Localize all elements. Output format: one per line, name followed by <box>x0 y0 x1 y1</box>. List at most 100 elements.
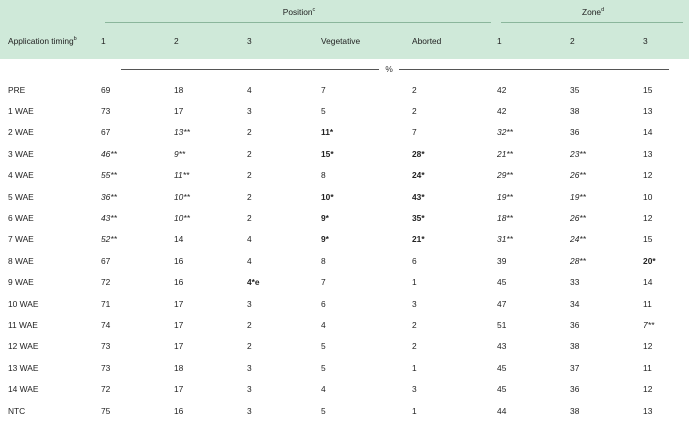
row-label: 5 WAE <box>8 191 34 202</box>
table-cell: 36 <box>570 319 580 330</box>
table-row: 2 WAE 67 13** 2 11* 7 32** 36 14 <box>0 122 689 143</box>
table-cell: 17 <box>174 341 184 352</box>
row-label: 11 WAE <box>8 319 38 330</box>
table-cell: 14 <box>643 127 653 138</box>
table-cell: 3 <box>247 384 252 395</box>
table-cell: 12 <box>643 213 653 224</box>
table-cell: 45 <box>497 362 507 373</box>
column-header: Aborted <box>412 36 442 46</box>
table-cell: 14 <box>643 277 653 288</box>
table-cell: 24* <box>412 170 425 181</box>
unit-left-rule <box>120 69 379 71</box>
table-cell: 38 <box>570 341 580 352</box>
table-cell: 10* <box>321 191 334 202</box>
table-cell: 7** <box>643 319 655 330</box>
application-timing-label: Application timing <box>8 36 74 46</box>
table-cell: 13 <box>643 106 653 117</box>
table-cell: 15 <box>643 234 653 245</box>
table-cell: 3 <box>247 362 252 373</box>
position-group-rule <box>105 22 492 23</box>
table-cell: 2 <box>247 170 252 181</box>
table-cell: 13 <box>643 405 653 416</box>
unit-right-rule <box>399 69 670 71</box>
table-cell: 11* <box>321 127 334 138</box>
table-cell: 28* <box>412 148 425 159</box>
table-cell: 17 <box>174 106 184 117</box>
table-cell: 44 <box>497 405 507 416</box>
table-cell: 19** <box>570 191 586 202</box>
table-body: % <box>0 59 689 79</box>
table-cell: 18 <box>174 362 184 373</box>
table-cell: 33 <box>570 277 580 288</box>
table-cell: 42 <box>497 106 507 117</box>
table-cell: 32** <box>497 127 513 138</box>
table-cell: 19** <box>497 191 513 202</box>
table-cell: 7 <box>321 84 326 95</box>
row-label: 8 WAE <box>8 255 34 266</box>
table-cell: 46** <box>101 148 117 159</box>
table-cell: 3 <box>412 384 417 395</box>
table-cell: 20* <box>643 255 656 266</box>
table-cell: 43 <box>497 341 507 352</box>
table-cell: 10** <box>174 213 190 224</box>
unit-row: % <box>0 59 689 79</box>
table-cell: 4 <box>247 234 252 245</box>
table-row: 3 WAE 46** 9** 2 15* 28* 21** 23** 13 <box>0 143 689 164</box>
column-header: 2 <box>570 36 575 46</box>
table-row: 12 WAE 73 17 2 5 2 43 38 12 <box>0 336 689 357</box>
table-cell: 4 <box>321 384 326 395</box>
table-cell: 2 <box>247 191 252 202</box>
row-label: 12 WAE <box>8 341 39 352</box>
table-row: 8 WAE 67 16 4 8 6 39 28** 20* <box>0 250 689 271</box>
table-cell: 4 <box>247 84 252 95</box>
zone-group-rule <box>501 22 684 23</box>
table-cell: 35 <box>570 84 580 95</box>
column-header: 3 <box>247 36 252 46</box>
row-label: 9 WAE <box>8 277 34 288</box>
table-cell: 38 <box>570 106 580 117</box>
table-cell: 13 <box>643 148 653 159</box>
table-cell: 11 <box>643 362 652 373</box>
application-timing-footnote-marker: b <box>73 36 77 43</box>
table-cell: 18** <box>497 213 513 224</box>
table-cell: 9** <box>174 148 186 159</box>
header-column-row: Application timingb 1 2 3 Vegetative Abo… <box>0 23 689 59</box>
table-cell: 12 <box>643 170 653 181</box>
row-label: 2 WAE <box>8 127 34 138</box>
unit-label: % <box>385 64 393 74</box>
table-cell: 17 <box>174 298 184 309</box>
position-label: Position <box>282 6 313 17</box>
table-cell: 3 <box>247 106 252 117</box>
table-cell: 1 <box>412 362 417 373</box>
table-cell: 72 <box>101 277 111 288</box>
zone-footnote-marker: d <box>601 6 605 13</box>
header-blank-cell <box>0 0 101 23</box>
table-cell: 26** <box>570 170 586 181</box>
table-cell: 21** <box>497 148 513 159</box>
table-cell: 29** <box>497 170 513 181</box>
table-cell: 11 <box>643 298 652 309</box>
table-row: NTC 75 16 3 5 1 44 38 13 <box>0 400 689 421</box>
row-label: 7 WAE <box>8 234 34 245</box>
column-header: 2 <box>174 36 179 46</box>
table-cell: 52** <box>101 234 117 245</box>
table-row: 4 WAE 55** 11** 2 8 24* 29** 26** 12 <box>0 165 689 186</box>
table-cell: 72 <box>101 384 111 395</box>
table-cell: 9* <box>321 213 329 224</box>
table-cell: 1 <box>412 277 417 288</box>
row-label: 10 WAE <box>8 298 39 309</box>
table-row: 1 WAE 73 17 3 5 2 42 38 13 <box>0 100 689 121</box>
table-cell: 3 <box>247 405 252 416</box>
table-cell: 67 <box>101 127 111 138</box>
table-row: 11 WAE 74 17 2 4 2 51 36 7** <box>0 314 689 335</box>
results-table: Positionc Zoned Application timingb 1 2 … <box>0 0 689 421</box>
table-cell: 18 <box>174 84 184 95</box>
table-row: 9 WAE 72 16 4*e 7 1 45 33 14 <box>0 272 689 293</box>
table-row: 6 WAE 43** 10** 2 9* 35* 18** 26** 12 <box>0 207 689 228</box>
table-cell: 12 <box>643 384 653 395</box>
table-cell: 35* <box>412 213 425 224</box>
table-cell: 74 <box>101 319 111 330</box>
table-cell: 4*e <box>247 277 260 288</box>
table-cell: 12 <box>643 341 653 352</box>
table-cell: 2 <box>412 106 417 117</box>
